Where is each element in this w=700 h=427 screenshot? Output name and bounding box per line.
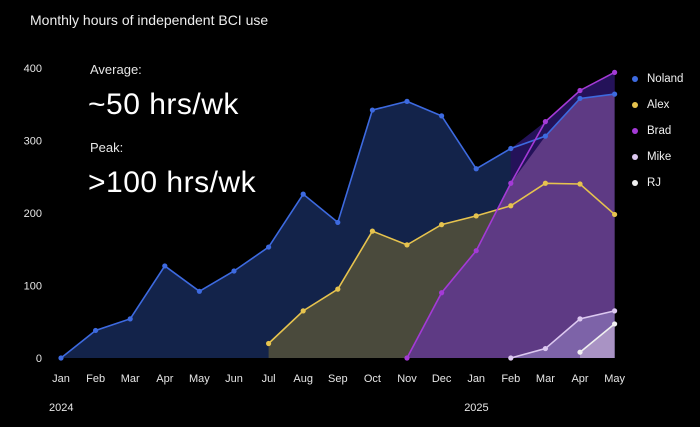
brad-area (407, 72, 615, 358)
legend-label: RJ (647, 177, 662, 189)
noland-point (542, 133, 549, 139)
noland-point (300, 191, 306, 197)
legend-label: Alex (647, 99, 670, 111)
legend-swatch (632, 180, 638, 186)
noland-point (577, 95, 583, 102)
noland-point (612, 91, 618, 97)
legend-swatch (632, 102, 638, 108)
y-tick-label: 100 (24, 281, 42, 293)
y-tick-label: 300 (24, 136, 42, 148)
alex-point (577, 181, 583, 187)
legend-swatch (632, 128, 638, 134)
noland-point (162, 263, 168, 269)
alex-point (266, 340, 272, 347)
noland-point (473, 166, 479, 172)
legend-item-brad: Brad (632, 118, 683, 144)
brad-point (473, 248, 479, 254)
x-tick-label: Jan (467, 373, 485, 385)
noland-point (196, 288, 202, 294)
legend-item-rj: RJ (632, 170, 683, 196)
mike-point (508, 355, 514, 361)
x-tick-label: Sep (328, 373, 348, 385)
y-axis: 0 100 200 300 400 (24, 63, 42, 365)
alex-point (404, 242, 410, 248)
noland-point (369, 107, 375, 113)
rj-area (580, 323, 615, 358)
x-tick-label: Feb (86, 373, 105, 385)
noland-point (93, 327, 99, 334)
y-tick-label: 400 (24, 63, 42, 75)
x-tick-label: Apr (156, 373, 173, 385)
mike-point (612, 308, 618, 314)
x-tick-label: Feb (501, 373, 520, 385)
legend-label: Brad (647, 125, 672, 137)
legend-item-mike: Mike (632, 144, 683, 170)
y-tick-label: 0 (36, 353, 42, 365)
alex-point (335, 286, 341, 292)
x-tick-label: Jan (52, 373, 70, 385)
alex-point (542, 180, 549, 186)
rj-point (612, 321, 618, 327)
average-value: ~50 hrs/wk (88, 88, 239, 121)
year-label: 2024 (49, 402, 73, 414)
legend-label: Mike (647, 151, 672, 163)
brad-point (612, 69, 618, 75)
x-tick-label: Aug (293, 373, 313, 385)
legend: Noland Alex Brad Mike RJ (632, 66, 683, 196)
x-tick-label: May (189, 373, 210, 385)
legend-swatch (632, 154, 638, 160)
chart-title: Monthly hours of independent BCI use (30, 12, 269, 28)
brad-point (577, 87, 583, 94)
x-tick-label: Apr (571, 373, 588, 385)
noland-point (404, 98, 410, 104)
x-tick-label: Jun (225, 373, 243, 385)
mike-point (542, 345, 549, 352)
legend-item-alex: Alex (632, 92, 683, 118)
brad-point (439, 290, 445, 296)
x-tick-label: Mar (536, 373, 555, 385)
x-tick-label: Oct (364, 373, 381, 385)
brad-point (404, 355, 410, 361)
alex-point (439, 222, 445, 228)
average-label: Average: (90, 62, 142, 77)
x-tick-label: Nov (397, 373, 417, 385)
x-axis: Jan Feb Mar Apr May Jun Jul Aug Sep Oct Nov Dec Jan F… (49, 373, 625, 414)
y-tick-label: 200 (24, 208, 42, 220)
year-label: 2025 (464, 402, 488, 414)
mike-point (577, 316, 583, 322)
alex-point (508, 203, 514, 209)
noland-point (266, 244, 272, 250)
x-tick-label: May (604, 373, 625, 385)
noland-point (508, 145, 514, 152)
x-tick-label: Jul (262, 373, 276, 385)
alex-point (473, 213, 479, 219)
x-tick-label: Dec (432, 373, 452, 385)
noland-point (231, 268, 237, 274)
brad-point (542, 119, 549, 125)
legend-label: Noland (647, 73, 684, 85)
alex-point (300, 308, 306, 314)
rj-line (579, 323, 616, 353)
brad-point (508, 180, 514, 186)
mike-line (510, 310, 615, 359)
series-points (58, 69, 618, 361)
peak-value: >100 hrs/wk (88, 166, 257, 199)
noland-point (58, 355, 64, 361)
overlap-area (510, 72, 615, 184)
alex-point (369, 228, 375, 234)
legend-swatch (632, 76, 638, 82)
peak-label: Peak: (90, 140, 124, 155)
legend-item-noland: Noland (632, 66, 683, 92)
alex-point (612, 211, 618, 218)
noland-point (127, 316, 133, 322)
rj-point (577, 349, 583, 355)
x-tick-label: Mar (121, 373, 140, 385)
noland-point (335, 219, 341, 226)
noland-point (439, 113, 445, 119)
